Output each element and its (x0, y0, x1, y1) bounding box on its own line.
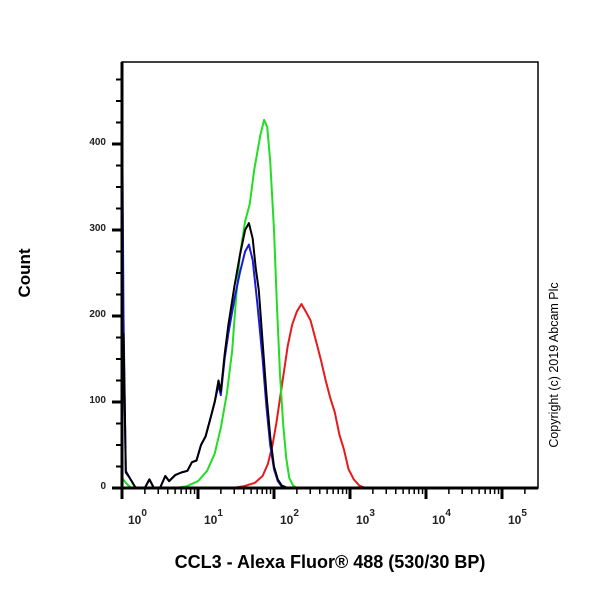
y-tick-label: 0 (100, 481, 106, 492)
x-tick-label: 102 (280, 508, 299, 527)
x-axis-label: CCL3 - Alexa Fluor® 488 (530/30 BP) (174, 552, 486, 572)
series-red-line (232, 303, 366, 489)
x-axis (120, 486, 538, 499)
copyright-text: Copyright (c) 2019 Abcam Plc (547, 282, 561, 448)
y-tick-label: 300 (89, 223, 106, 234)
y-axis-label-text: Count (15, 248, 34, 298)
series-green-line (121, 118, 298, 489)
x-tick-label: 104 (432, 508, 451, 527)
y-tick-label: 200 (89, 309, 106, 320)
y-axis-label: Count (10, 238, 40, 308)
x-tick-label: 100 (128, 508, 147, 527)
plot-frame (121, 61, 539, 489)
copyright-notice: Copyright (c) 2019 Abcam Plc (544, 240, 564, 490)
y-tick-label: 400 (89, 137, 106, 148)
x-tick-label: 103 (356, 508, 375, 527)
x-tick-label: 101 (204, 508, 223, 527)
y-tick-label: 100 (89, 395, 106, 406)
x-tick-label: 105 (508, 508, 527, 527)
y-axis (112, 62, 124, 492)
